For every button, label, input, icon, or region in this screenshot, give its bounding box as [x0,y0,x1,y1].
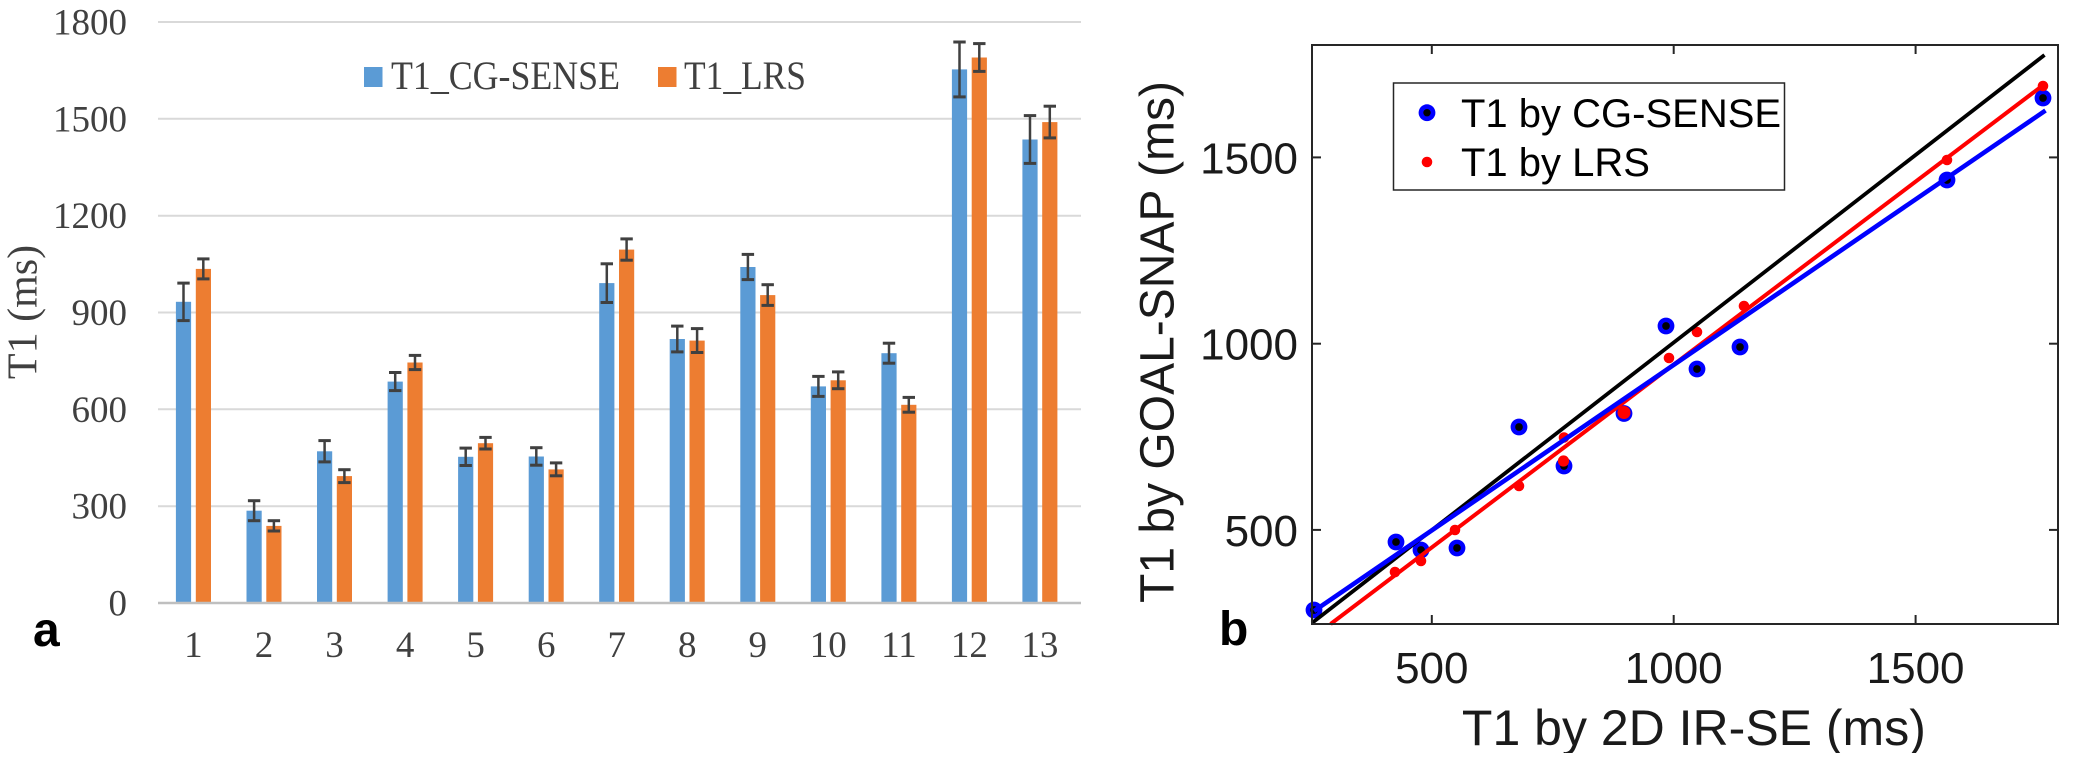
svg-text:300: 300 [72,487,128,528]
svg-text:T1 by CG-SENSE: T1 by CG-SENSE [1461,92,1781,136]
svg-text:500: 500 [1395,644,1468,693]
svg-text:T1_CG-SENSE: T1_CG-SENSE [391,53,620,98]
svg-text:T1_LRS: T1_LRS [684,53,806,98]
svg-text:6: 6 [537,625,556,666]
svg-text:10: 10 [810,625,847,666]
svg-text:1800: 1800 [53,3,127,44]
svg-text:1200: 1200 [53,196,127,237]
svg-text:1500: 1500 [1867,644,1965,693]
svg-text:4: 4 [396,625,415,666]
svg-text:13: 13 [1021,625,1058,666]
svg-text:1000: 1000 [1625,644,1723,693]
svg-text:12: 12 [951,625,988,666]
svg-text:a: a [33,604,60,657]
svg-text:8: 8 [678,625,697,666]
svg-text:1: 1 [184,625,203,666]
svg-text:b: b [1219,603,1248,656]
svg-text:500: 500 [1225,507,1298,556]
svg-text:3: 3 [325,625,344,666]
svg-text:7: 7 [607,625,626,666]
svg-text:11: 11 [881,625,917,666]
svg-text:5: 5 [466,625,485,666]
svg-text:T1 by GOAL-SNAP (ms): T1 by GOAL-SNAP (ms) [1132,81,1185,603]
svg-text:1000: 1000 [1200,321,1298,370]
svg-text:T1 (ms): T1 (ms) [1,245,47,379]
svg-text:T1 by LRS: T1 by LRS [1461,141,1650,185]
svg-text:2: 2 [255,625,274,666]
svg-text:600: 600 [72,390,128,431]
svg-text:1500: 1500 [53,99,127,140]
svg-text:0: 0 [109,584,128,625]
svg-text:9: 9 [749,625,768,666]
svg-text:1500: 1500 [1200,134,1298,183]
svg-text:T1 by 2D IR-SE (ms): T1 by 2D IR-SE (ms) [1462,700,1926,753]
svg-text:900: 900 [72,293,128,334]
